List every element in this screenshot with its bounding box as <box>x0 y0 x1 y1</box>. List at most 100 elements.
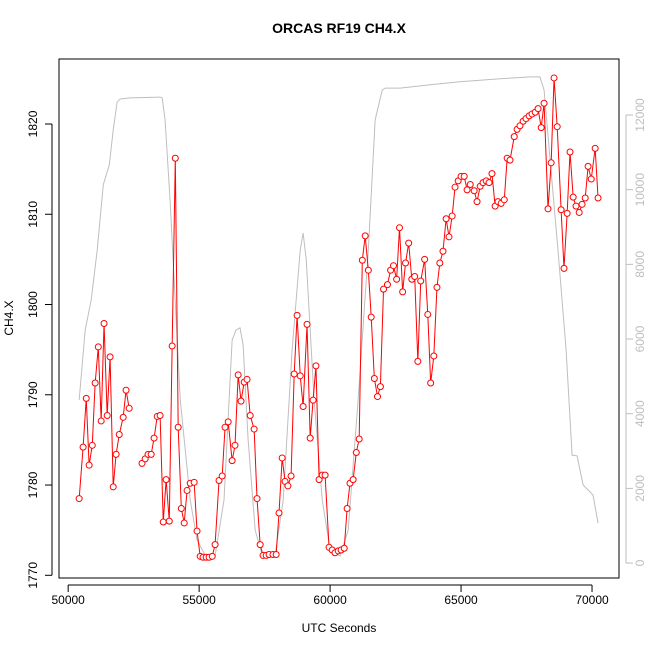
data-point <box>460 172 468 180</box>
data-point <box>272 551 280 559</box>
data-point <box>97 417 105 425</box>
data-point <box>343 504 351 512</box>
data-point <box>243 375 251 383</box>
data-point <box>470 187 478 195</box>
data-point <box>537 124 545 132</box>
data-point <box>234 371 242 379</box>
data-point <box>256 541 264 549</box>
data-point <box>376 383 384 391</box>
x-axis-label: UTC Seconds <box>302 621 377 635</box>
data-point <box>414 357 422 365</box>
data-point <box>228 457 236 465</box>
data-point <box>581 194 589 202</box>
data-point <box>439 247 447 255</box>
data-point <box>150 434 158 442</box>
data-point <box>557 206 565 214</box>
data-point <box>560 264 568 272</box>
data-point <box>399 288 407 296</box>
data-point <box>174 423 182 431</box>
data-point <box>352 449 360 457</box>
y2-line <box>78 76 599 557</box>
data-point <box>534 105 542 113</box>
data-point <box>224 418 232 426</box>
y-tick-label: 1800 <box>26 291 40 318</box>
data-point <box>473 198 481 206</box>
data-point <box>402 259 410 267</box>
data-point <box>540 99 548 107</box>
y2-tick-label: 10000 <box>633 173 647 207</box>
y-axis-label: CH4.X <box>2 300 16 335</box>
y-tick-label: 1790 <box>26 381 40 408</box>
data-point <box>445 233 453 241</box>
data-point <box>253 495 261 503</box>
data-point <box>278 454 286 462</box>
data-point <box>162 476 170 484</box>
data-point <box>340 544 348 552</box>
data-point <box>591 144 599 152</box>
data-point <box>88 441 96 449</box>
data-point <box>563 209 571 217</box>
data-point <box>506 156 514 164</box>
y-tick-label: 1770 <box>26 562 40 589</box>
data-point <box>430 352 438 360</box>
y2-tick-label: 6000 <box>633 325 647 352</box>
data-point <box>221 423 229 431</box>
data-point <box>211 541 219 549</box>
data-point <box>451 183 459 191</box>
data-point <box>355 435 363 443</box>
data-point <box>103 412 111 420</box>
data-point <box>156 412 164 420</box>
y2-tick-label: 4000 <box>633 400 647 427</box>
data-point <box>463 186 471 194</box>
data-point <box>594 194 602 202</box>
x-tick-label: 55000 <box>182 593 216 607</box>
data-point <box>246 412 254 420</box>
data-point <box>427 379 435 387</box>
data-point <box>321 471 329 479</box>
data-point <box>299 403 307 411</box>
data-point <box>165 517 173 525</box>
data-point <box>393 275 401 283</box>
data-point <box>405 239 413 247</box>
data-point <box>183 486 191 494</box>
data-point <box>485 179 493 187</box>
data-point <box>367 313 375 321</box>
data-point <box>218 472 226 480</box>
data-point <box>572 202 580 210</box>
y2-tick-label: 2000 <box>633 475 647 502</box>
y-tick-label: 1780 <box>26 471 40 498</box>
data-point <box>421 255 429 263</box>
data-point <box>510 133 518 141</box>
data-point <box>119 413 127 421</box>
data-point <box>85 461 93 469</box>
data-point <box>569 193 577 201</box>
data-point <box>122 386 130 394</box>
data-point <box>358 256 366 264</box>
y-tick-label: 1810 <box>26 201 40 228</box>
data-point <box>349 476 357 484</box>
x-tick-label: 70000 <box>575 593 609 607</box>
data-point <box>190 478 198 486</box>
data-point <box>109 483 117 491</box>
data-point <box>389 262 397 270</box>
chart-title: ORCAS RF19 CH4.X <box>272 20 406 36</box>
data-point <box>466 180 474 188</box>
data-point <box>424 310 432 318</box>
data-point <box>575 208 583 216</box>
y2-tick-label: 12000 <box>633 98 647 132</box>
data-point <box>290 370 298 378</box>
data-point <box>159 518 167 526</box>
data-point <box>231 441 239 449</box>
data-point <box>374 393 382 401</box>
data-point <box>578 200 586 208</box>
data-point <box>370 375 378 383</box>
data-point <box>380 285 388 293</box>
data-point <box>112 450 120 458</box>
data-point <box>566 148 574 156</box>
data-point <box>411 273 419 281</box>
data-point <box>436 259 444 267</box>
data-point <box>168 342 176 350</box>
data-point <box>106 353 114 361</box>
